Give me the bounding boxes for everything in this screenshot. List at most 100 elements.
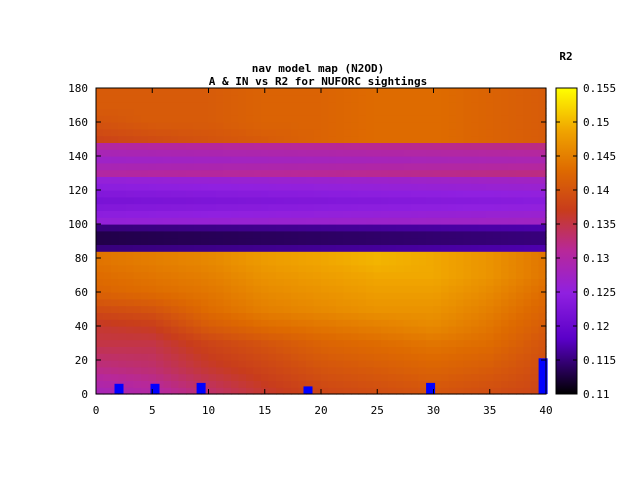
heatmap-cell bbox=[208, 373, 217, 381]
heatmap-cell bbox=[478, 128, 487, 137]
heatmap-cell bbox=[328, 217, 337, 225]
heatmap-cell bbox=[306, 135, 315, 143]
heatmap-cell bbox=[103, 387, 112, 395]
heatmap-cell bbox=[283, 210, 292, 218]
heatmap-cell bbox=[291, 101, 300, 109]
heatmap-cell bbox=[456, 128, 465, 137]
heatmap-cell bbox=[276, 380, 285, 388]
heatmap-cell bbox=[283, 271, 292, 279]
y-tick-label: 100 bbox=[68, 218, 88, 231]
heatmap-cell bbox=[433, 339, 442, 347]
heatmap-cell bbox=[366, 210, 375, 218]
heatmap-cell bbox=[501, 128, 510, 137]
heatmap-cell bbox=[208, 319, 217, 327]
heatmap-cell bbox=[486, 203, 495, 211]
heatmap-cell bbox=[463, 339, 472, 347]
heatmap-cell bbox=[396, 176, 405, 184]
heatmap-cell bbox=[201, 298, 210, 307]
heatmap-cell bbox=[103, 203, 112, 211]
heatmap-cell bbox=[411, 258, 420, 266]
heatmap-cell bbox=[253, 319, 262, 327]
heatmap-cell bbox=[208, 332, 217, 341]
heatmap-cell bbox=[238, 380, 247, 388]
heatmap-cell bbox=[141, 373, 150, 381]
heatmap-cell bbox=[351, 312, 360, 320]
heatmap-cell bbox=[216, 162, 225, 171]
heatmap-cell bbox=[478, 339, 487, 347]
heatmap-cell bbox=[388, 237, 397, 245]
heatmap-cell bbox=[261, 237, 270, 245]
heatmap-cell bbox=[538, 135, 547, 143]
heatmap-cell bbox=[246, 217, 255, 225]
heatmap-cell bbox=[411, 162, 420, 171]
heatmap-cell bbox=[96, 196, 105, 205]
heatmap-cell bbox=[298, 292, 307, 300]
heatmap-cell bbox=[516, 122, 525, 130]
heatmap-cell bbox=[283, 339, 292, 347]
heatmap-cell bbox=[433, 332, 442, 341]
heatmap-cell bbox=[328, 319, 337, 327]
heatmap-cell bbox=[516, 135, 525, 143]
heatmap-cell bbox=[133, 346, 142, 354]
heatmap-cell bbox=[268, 258, 277, 266]
heatmap-cell bbox=[463, 332, 472, 341]
heatmap-cell bbox=[501, 326, 510, 334]
heatmap-cell bbox=[268, 298, 277, 307]
heatmap-cell bbox=[268, 128, 277, 137]
heatmap-cell bbox=[433, 156, 442, 164]
heatmap-cell bbox=[298, 149, 307, 157]
heatmap-cell bbox=[201, 122, 210, 130]
heatmap-cell bbox=[388, 373, 397, 381]
heatmap-cell bbox=[283, 285, 292, 293]
heatmap-cell bbox=[493, 312, 502, 320]
heatmap-cell bbox=[246, 366, 255, 375]
heatmap-cell bbox=[216, 326, 225, 334]
heatmap-cell bbox=[156, 135, 165, 143]
heatmap-cell bbox=[111, 108, 120, 116]
heatmap-cell bbox=[388, 203, 397, 211]
heatmap-cell bbox=[523, 217, 532, 225]
heatmap-cell bbox=[141, 278, 150, 286]
heatmap-cell bbox=[366, 94, 375, 103]
heatmap-cell bbox=[366, 101, 375, 109]
heatmap-cell bbox=[133, 387, 142, 395]
heatmap-cell bbox=[111, 196, 120, 205]
heatmap-cell bbox=[163, 210, 172, 218]
heatmap-cell bbox=[508, 128, 517, 137]
heatmap-cell bbox=[118, 176, 127, 184]
heatmap-cell bbox=[478, 319, 487, 327]
heatmap-cell bbox=[403, 190, 412, 198]
heatmap-cell bbox=[463, 203, 472, 211]
heatmap-cell bbox=[163, 244, 172, 252]
heatmap-cell bbox=[253, 312, 262, 320]
heatmap-cell bbox=[223, 142, 232, 150]
heatmap-cell bbox=[388, 88, 397, 96]
heatmap-cell bbox=[426, 251, 435, 259]
heatmap-cell bbox=[306, 94, 315, 103]
heatmap-cell bbox=[193, 169, 202, 177]
heatmap-cell bbox=[96, 149, 105, 157]
heatmap-cell bbox=[523, 332, 532, 341]
heatmap-cell bbox=[486, 244, 495, 252]
heatmap-cell bbox=[133, 244, 142, 252]
heatmap-cell bbox=[403, 298, 412, 307]
heatmap-cell bbox=[313, 135, 322, 143]
heatmap-cell bbox=[186, 380, 195, 388]
heatmap-cell bbox=[463, 135, 472, 143]
heatmap-cell bbox=[358, 156, 367, 164]
heatmap-cell bbox=[111, 128, 120, 137]
heatmap-cell bbox=[96, 88, 105, 96]
heatmap-cell bbox=[268, 183, 277, 191]
heatmap-cell bbox=[531, 122, 540, 130]
x-tick-label: 0 bbox=[93, 404, 100, 417]
heatmap-cell bbox=[298, 298, 307, 307]
heatmap-cell bbox=[156, 264, 165, 273]
heatmap-cell bbox=[193, 183, 202, 191]
heatmap-cell bbox=[96, 203, 105, 211]
heatmap-cell bbox=[493, 176, 502, 184]
heatmap-cell bbox=[156, 94, 165, 103]
heatmap-cell bbox=[373, 115, 382, 123]
heatmap-cell bbox=[141, 339, 150, 347]
heatmap-cell bbox=[223, 94, 232, 103]
heatmap-cell bbox=[163, 305, 172, 313]
